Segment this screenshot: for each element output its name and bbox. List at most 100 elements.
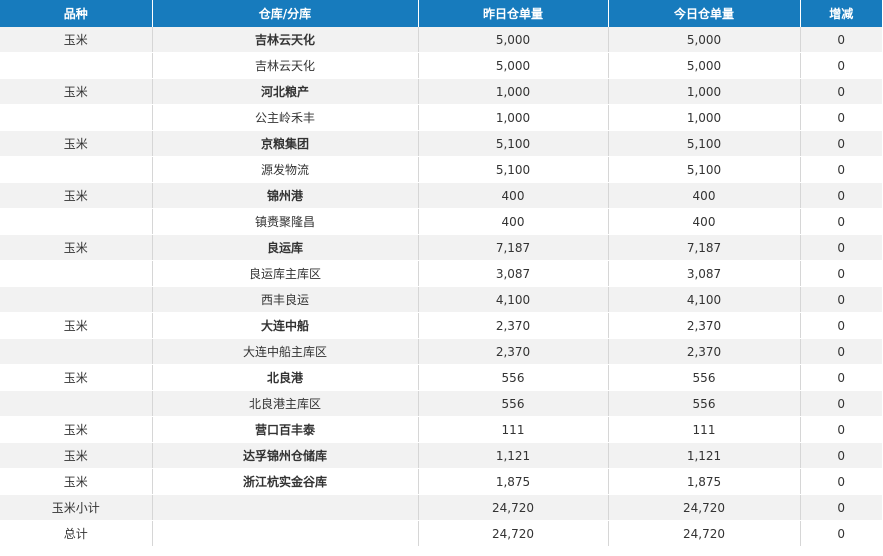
- cell-warehouse: 良运库: [152, 234, 419, 261]
- header-yesterday-quantity: 昨日仓单量: [418, 0, 609, 27]
- cell-variety: [0, 286, 153, 313]
- table-row: 镇赉聚隆昌 400 400 0: [0, 208, 882, 235]
- cell-warehouse: 公主岭禾丰: [152, 104, 419, 131]
- cell-yesterday-quantity: 5,000: [418, 27, 609, 53]
- cell-variety: 玉米: [0, 416, 153, 443]
- table-row: 玉米 北良港 556 556 0: [0, 364, 882, 391]
- cell-yesterday-quantity: 7,187: [418, 234, 609, 261]
- table-row: 玉米 大连中船 2,370 2,370 0: [0, 312, 882, 339]
- cell-change: 0: [800, 442, 882, 469]
- cell-yesterday-quantity: 2,370: [418, 312, 609, 339]
- cell-today-quantity: 5,100: [608, 156, 801, 183]
- table-row: 玉米 锦州港 400 400 0: [0, 182, 882, 209]
- cell-change: 0: [800, 234, 882, 261]
- table-row: 吉林云天化 5,000 5,000 0: [0, 52, 882, 79]
- cell-today-quantity: 1,000: [608, 104, 801, 131]
- cell-change: 0: [800, 286, 882, 313]
- cell-yesterday-quantity: 556: [418, 364, 609, 391]
- cell-variety: [0, 208, 153, 235]
- cell-variety: 玉米: [0, 182, 153, 209]
- header-change: 增减: [800, 0, 882, 27]
- table-row: 公主岭禾丰 1,000 1,000 0: [0, 104, 882, 131]
- cell-today-quantity: 5,000: [608, 27, 801, 53]
- header-today-quantity: 今日仓单量: [608, 0, 801, 27]
- cell-today-quantity: 1,000: [608, 78, 801, 105]
- table-row: 总计 24,720 24,720 0: [0, 520, 882, 547]
- cell-change: 0: [800, 130, 882, 157]
- cell-change: 0: [800, 182, 882, 209]
- cell-variety: 总计: [0, 520, 153, 547]
- cell-today-quantity: 111: [608, 416, 801, 443]
- cell-yesterday-quantity: 400: [418, 182, 609, 209]
- cell-warehouse: 京粮集团: [152, 130, 419, 157]
- cell-yesterday-quantity: 24,720: [418, 494, 609, 521]
- cell-warehouse: 大连中船主库区: [152, 338, 419, 365]
- cell-change: 0: [800, 416, 882, 443]
- table-row: 玉米 京粮集团 5,100 5,100 0: [0, 130, 882, 157]
- cell-yesterday-quantity: 5,100: [418, 130, 609, 157]
- cell-variety: [0, 260, 153, 287]
- table-row: 玉米小计 24,720 24,720 0: [0, 494, 882, 521]
- cell-yesterday-quantity: 400: [418, 208, 609, 235]
- cell-change: 0: [800, 260, 882, 287]
- cell-change: 0: [800, 364, 882, 391]
- cell-warehouse: 源发物流: [152, 156, 419, 183]
- cell-warehouse: [152, 520, 419, 547]
- cell-variety: 玉米: [0, 442, 153, 469]
- cell-today-quantity: 2,370: [608, 338, 801, 365]
- cell-yesterday-quantity: 1,121: [418, 442, 609, 469]
- cell-change: 0: [800, 390, 882, 417]
- cell-variety: 玉米: [0, 468, 153, 495]
- cell-variety: [0, 104, 153, 131]
- cell-today-quantity: 1,875: [608, 468, 801, 495]
- cell-yesterday-quantity: 1,875: [418, 468, 609, 495]
- cell-yesterday-quantity: 2,370: [418, 338, 609, 365]
- cell-variety: 玉米: [0, 78, 153, 105]
- table-row: 大连中船主库区 2,370 2,370 0: [0, 338, 882, 365]
- cell-warehouse: 西丰良运: [152, 286, 419, 313]
- cell-today-quantity: 5,100: [608, 130, 801, 157]
- cell-change: 0: [800, 27, 882, 53]
- cell-change: 0: [800, 78, 882, 105]
- table-row: 良运库主库区 3,087 3,087 0: [0, 260, 882, 287]
- table-row: 玉米 良运库 7,187 7,187 0: [0, 234, 882, 261]
- header-warehouse: 仓库/分库: [152, 0, 419, 27]
- cell-yesterday-quantity: 3,087: [418, 260, 609, 287]
- table-row: 北良港主库区 556 556 0: [0, 390, 882, 417]
- cell-variety: 玉米: [0, 364, 153, 391]
- cell-change: 0: [800, 52, 882, 79]
- cell-variety: 玉米: [0, 130, 153, 157]
- cell-change: 0: [800, 520, 882, 547]
- cell-warehouse: [152, 494, 419, 521]
- cell-warehouse: 达孚锦州仓储库: [152, 442, 419, 469]
- cell-yesterday-quantity: 111: [418, 416, 609, 443]
- cell-variety: [0, 52, 153, 79]
- table-row: 玉米 达孚锦州仓储库 1,121 1,121 0: [0, 442, 882, 469]
- cell-today-quantity: 2,370: [608, 312, 801, 339]
- cell-today-quantity: 4,100: [608, 286, 801, 313]
- cell-today-quantity: 7,187: [608, 234, 801, 261]
- cell-variety: 玉米: [0, 312, 153, 339]
- cell-variety: 玉米: [0, 234, 153, 261]
- cell-today-quantity: 400: [608, 182, 801, 209]
- cell-today-quantity: 400: [608, 208, 801, 235]
- header-row: 品种 仓库/分库 昨日仓单量 今日仓单量 增减: [0, 0, 882, 27]
- table-row: 玉米 浙江杭实金谷库 1,875 1,875 0: [0, 468, 882, 495]
- cell-yesterday-quantity: 556: [418, 390, 609, 417]
- cell-today-quantity: 5,000: [608, 52, 801, 79]
- cell-change: 0: [800, 104, 882, 131]
- cell-warehouse: 营口百丰泰: [152, 416, 419, 443]
- cell-today-quantity: 24,720: [608, 494, 801, 521]
- cell-warehouse: 吉林云天化: [152, 52, 419, 79]
- table-row: 玉米 吉林云天化 5,000 5,000 0: [0, 27, 882, 53]
- table-row: 玉米 营口百丰泰 111 111 0: [0, 416, 882, 443]
- cell-change: 0: [800, 312, 882, 339]
- table-row: 西丰良运 4,100 4,100 0: [0, 286, 882, 313]
- table-row: 玉米 河北粮产 1,000 1,000 0: [0, 78, 882, 105]
- cell-warehouse: 河北粮产: [152, 78, 419, 105]
- cell-today-quantity: 24,720: [608, 520, 801, 547]
- cell-variety: [0, 156, 153, 183]
- cell-warehouse: 北良港主库区: [152, 390, 419, 417]
- cell-change: 0: [800, 208, 882, 235]
